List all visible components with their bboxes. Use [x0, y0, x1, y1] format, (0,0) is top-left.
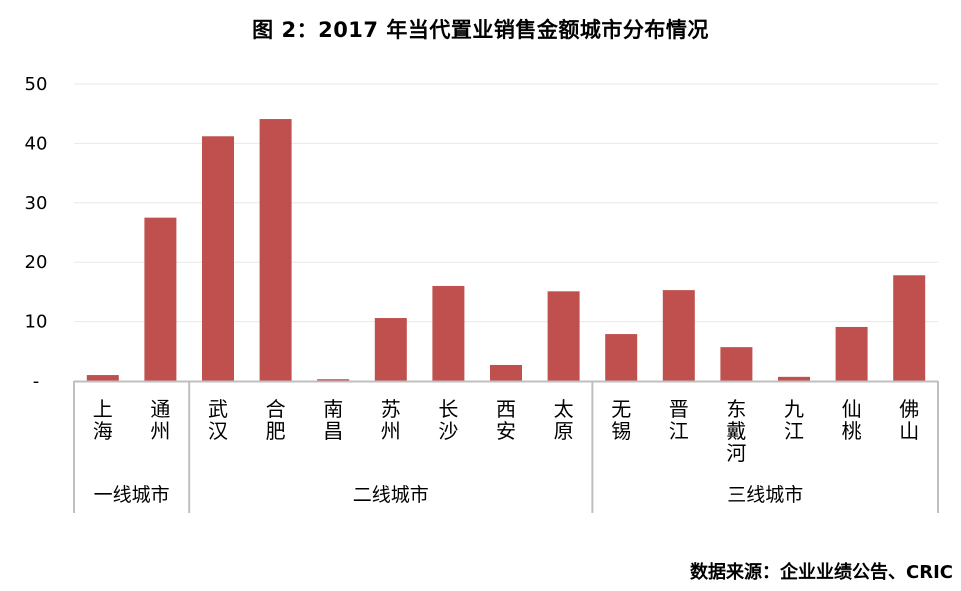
y-tick-label: 10 — [25, 312, 48, 333]
source-note: 数据来源：企业业绩公告、CRIC — [690, 562, 953, 583]
bar — [835, 326, 868, 381]
y-tick-label: 50 — [25, 74, 48, 95]
y-tick-label: - — [33, 371, 40, 392]
bar — [720, 347, 753, 381]
category-label: 南昌 — [323, 397, 343, 443]
bar — [144, 217, 177, 381]
bar — [490, 364, 522, 381]
bar — [86, 375, 119, 381]
category-label: 太原 — [554, 397, 574, 443]
category-label: 佛山 — [899, 397, 919, 443]
category-label: 九江 — [784, 397, 804, 443]
bar — [605, 334, 638, 381]
bar — [259, 119, 292, 382]
tier-label: 二线城市 — [353, 484, 429, 506]
bars — [86, 119, 926, 382]
category-label: 无锡 — [611, 397, 631, 443]
category-label: 长沙 — [438, 397, 458, 443]
bar — [547, 291, 580, 381]
category-label: 东戴河 — [726, 397, 746, 465]
bar — [432, 285, 465, 381]
y-tick-label: 40 — [25, 133, 48, 154]
category-label: 晋江 — [669, 397, 689, 443]
category-label: 通州 — [150, 397, 170, 443]
bar — [317, 379, 350, 381]
category-label: 武汉 — [208, 397, 228, 443]
bar — [778, 376, 810, 381]
y-tick-label: 20 — [25, 252, 48, 273]
category-label: 上海 — [93, 397, 113, 443]
category-label: 苏州 — [381, 397, 401, 443]
bar — [662, 290, 695, 381]
category-label: 合肥 — [266, 397, 286, 443]
tier-label: 三线城市 — [727, 484, 803, 506]
y-axis-ticks: - 10 20 30 40 50 — [25, 74, 48, 392]
y-tick-label: 30 — [25, 193, 48, 214]
bar — [202, 136, 234, 381]
category-label: 西安 — [496, 397, 516, 443]
x-axis — [73, 380, 939, 513]
chart-title: 图 2：2017 年当代置业销售金额城市分布情况 — [252, 18, 709, 42]
bar — [893, 275, 926, 381]
bar — [374, 318, 407, 381]
category-label: 仙桃 — [842, 397, 862, 443]
city-tier-groups: 一线城市 二线城市 三线城市 — [94, 484, 804, 506]
tier-label: 一线城市 — [94, 484, 170, 506]
